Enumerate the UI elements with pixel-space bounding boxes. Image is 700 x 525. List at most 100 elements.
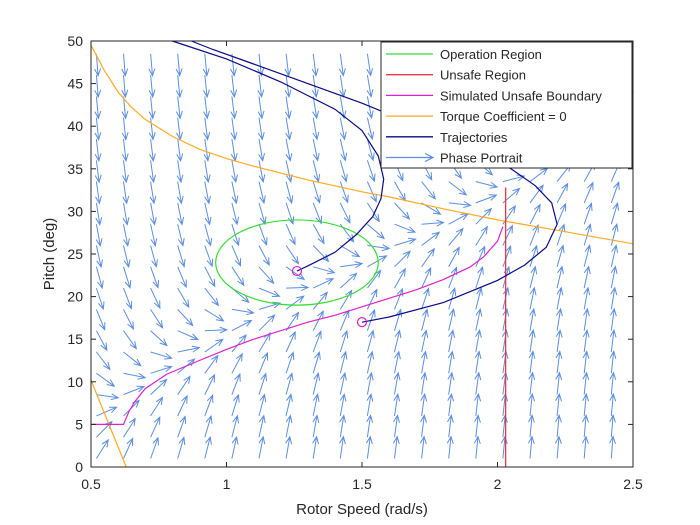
phase-portrait-arrow (95, 181, 102, 205)
phase-portrait-arrow (529, 244, 538, 267)
x-tick-label: 1.5 (352, 476, 372, 492)
phase-portrait-arrow (610, 265, 618, 289)
phase-portrait-arrow (340, 261, 364, 269)
phase-portrait-arrow (285, 266, 306, 281)
phase-portrait-arrow (555, 328, 563, 353)
phase-portrait-arrow (204, 202, 212, 226)
phase-portrait-arrow (421, 266, 432, 289)
phase-portrait-arrow (230, 96, 238, 120)
phase-portrait-arrow (339, 181, 349, 204)
phase-portrait-arrow (122, 181, 130, 205)
phase-portrait-arrow (420, 371, 428, 395)
phase-portrait-arrow (448, 181, 468, 196)
x-tick-label: 0.5 (81, 476, 101, 492)
phase-portrait-arrow (258, 393, 267, 417)
phase-portrait-arrow (474, 392, 482, 416)
phase-portrait-arrow (529, 286, 537, 310)
phase-portrait-arrow (123, 417, 136, 438)
phase-portrait-arrow (312, 330, 322, 353)
phase-portrait-arrow (366, 53, 374, 77)
phase-portrait-arrow (339, 117, 347, 141)
phase-portrait-arrow (150, 309, 164, 329)
phase-portrait-arrow (556, 265, 564, 289)
phase-portrait-arrow (366, 414, 374, 438)
phase-portrait-arrow (312, 371, 321, 395)
phase-portrait-arrow (528, 328, 536, 353)
phase-portrait-arrow (609, 371, 617, 395)
phase-portrait-arrow (393, 392, 401, 416)
phase-portrait-arrow (122, 160, 129, 184)
phase-portrait-arrow (231, 308, 255, 316)
phase-portrait-arrow (284, 53, 292, 77)
phase-portrait-arrow (204, 373, 216, 395)
phase-portrait-arrow (121, 117, 129, 141)
phase-portrait-arrow (258, 202, 267, 226)
phase-portrait-arrow (285, 372, 294, 395)
phase-portrait-arrow (94, 53, 102, 77)
phase-portrait-arrow (175, 53, 183, 77)
phase-portrait-arrow (177, 394, 188, 417)
phase-portrait-arrow (94, 160, 102, 184)
phase-portrait-arrow (95, 330, 108, 352)
phase-portrait-arrow (394, 250, 411, 268)
phase-portrait-arrow (123, 287, 133, 310)
phase-portrait-arrow (366, 329, 375, 353)
phase-portrait-arrow (528, 414, 535, 438)
phase-portrait-arrow (339, 392, 347, 416)
phase-portrait-arrow (94, 75, 102, 99)
phase-portrait-arrow (420, 392, 428, 416)
phase-portrait-arrow (258, 414, 266, 438)
phase-portrait-arrow (177, 287, 190, 309)
phase-portrait-arrow (365, 435, 373, 459)
phase-portrait-arrow (258, 314, 276, 332)
phase-portrait-arrow (312, 138, 320, 162)
phase-portrait-arrow (204, 435, 212, 459)
phase-portrait-arrow (475, 225, 488, 246)
y-tick-label: 15 (67, 331, 83, 347)
phase-portrait-arrow (312, 202, 322, 225)
phase-portrait-arrow (123, 372, 147, 380)
phase-portrait-arrow (475, 265, 484, 289)
phase-portrait-arrow (285, 117, 292, 141)
phase-portrait-arrow (204, 338, 224, 353)
phase-portrait-arrow (339, 202, 351, 224)
phase-portrait-arrow (285, 245, 300, 265)
phase-portrait-arrow (94, 96, 102, 120)
legend-items: Operation Region Unsafe Region Simulated U… (386, 47, 602, 166)
phase-portrait-arrow (312, 181, 321, 204)
phase-portrait-arrow (285, 160, 293, 184)
phase-portrait-arrow (96, 393, 120, 401)
phase-portrait-arrow (583, 265, 591, 289)
phase-portrait-arrow (473, 435, 481, 459)
y-tick-label: 50 (67, 33, 83, 49)
phase-portrait-arrow (177, 245, 186, 268)
phase-portrait-arrow (527, 435, 535, 459)
phase-portrait-arrow (177, 345, 201, 353)
phase-portrait-arrow (285, 351, 295, 374)
phase-portrait-arrow (394, 350, 401, 374)
phase-portrait-arrow (447, 350, 455, 374)
phase-portrait-arrow (285, 414, 293, 438)
legend-label: Torque Coefficient = 0 (440, 109, 567, 124)
phase-portrait-arrow (148, 53, 156, 77)
phase-portrait-arrow (231, 393, 240, 417)
phase-portrait-arrow (529, 223, 539, 246)
phase-portrait-arrow (231, 435, 239, 459)
phase-portrait-arrow (177, 330, 200, 341)
phase-portrait-arrow (177, 266, 187, 289)
phase-portrait-arrow (475, 245, 486, 268)
phase-portrait-arrow (177, 309, 194, 327)
phase-portrait-arrow (555, 350, 563, 374)
legend-label: Phase Portrait (440, 151, 523, 166)
phase-portrait-arrow (338, 53, 346, 77)
phase-portrait-arrow (149, 181, 157, 205)
phase-portrait-arrow (312, 160, 321, 183)
phase-portrait-arrow (94, 117, 102, 141)
phase-portrait-arrow (582, 350, 590, 374)
phase-portrait-arrow (123, 437, 134, 459)
phase-portrait-arrow (148, 96, 156, 120)
phase-portrait-arrow (502, 245, 512, 267)
phase-portrait-arrow (150, 287, 161, 310)
phase-portrait-arrow (96, 372, 116, 387)
